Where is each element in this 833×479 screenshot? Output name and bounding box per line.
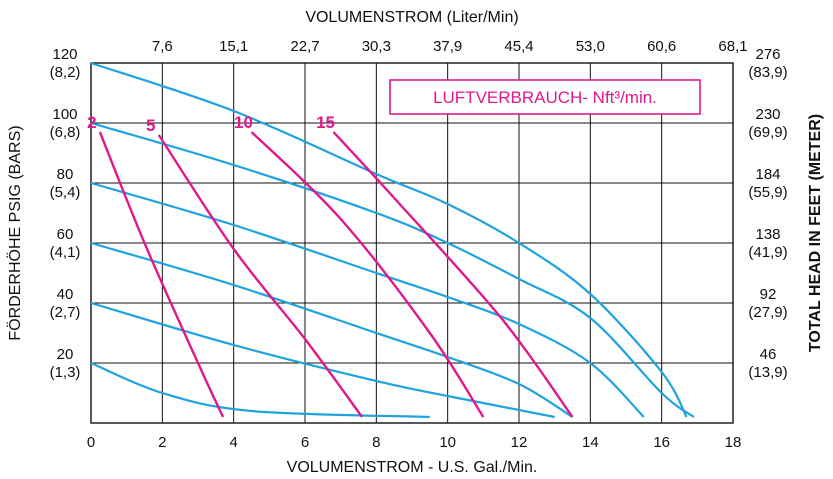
x-tick-label: 6 [301, 434, 309, 451]
left-tick-label: 20 [57, 346, 74, 363]
pressure-curve-100 [90, 121, 695, 418]
air-curve-5 [157, 134, 364, 418]
right-tick-label: 230 [755, 106, 780, 123]
left-tick-label: 80 [57, 166, 74, 183]
y-axis-label-left: FÖRDERHÖHE PSIG (BARS) [6, 125, 24, 340]
x-tick-label: 12 [511, 434, 528, 451]
left-tick-label: 40 [57, 286, 74, 303]
x-tick-label: 4 [229, 434, 237, 451]
right-tick-label-meter: (55,9) [748, 184, 787, 201]
air-curve-label: 15 [316, 113, 335, 132]
left-tick-label-bars: (1,3) [50, 364, 81, 381]
x-tick-label: 10 [439, 434, 456, 451]
right-tick-label-meter: (41,9) [748, 244, 787, 261]
legend-label: LUFTVERBRAUCH- Nft³/min. [433, 88, 657, 107]
top-tick-label: 7,6 [152, 38, 173, 55]
right-tick-label: 92 [760, 286, 777, 303]
top-tick-label: 30,3 [362, 38, 391, 55]
right-tick-label: 184 [755, 166, 780, 183]
left-tick-label-bars: (8,2) [50, 64, 81, 81]
x-tick-label: 0 [87, 434, 95, 451]
air-curve-label: 10 [234, 113, 253, 132]
top-tick-label: 15,1 [219, 38, 248, 55]
left-tick-label-bars: (5,4) [50, 184, 81, 201]
left-tick-label-bars: (4,1) [50, 244, 81, 261]
pressure-curve-120 [90, 61, 688, 418]
top-tick-label: 68,1 [718, 38, 747, 55]
x-tick-label: 2 [158, 434, 166, 451]
x-tick-label: 8 [372, 434, 380, 451]
air-curve-15 [332, 131, 574, 418]
x-tick-label: 16 [653, 434, 670, 451]
air-curve-2 [98, 131, 225, 418]
top-tick-label: 45,4 [504, 38, 533, 55]
x-tick-label: 14 [582, 434, 599, 451]
pressure-curve-60 [90, 241, 574, 418]
pressure-curve-20 [90, 361, 430, 419]
grid [90, 62, 734, 424]
right-tick-label-meter: (13,9) [748, 364, 787, 381]
left-tick-label: 120 [52, 46, 77, 63]
air-curve-10 [250, 131, 485, 418]
left-tick-label: 60 [57, 226, 74, 243]
left-tick-label-bars: (6,8) [50, 124, 81, 141]
right-tick-label: 138 [755, 226, 780, 243]
air-curve-label: 2 [87, 113, 96, 132]
pressure-curves [90, 61, 695, 419]
left-tick-label-bars: (2,7) [50, 304, 81, 321]
right-tick-label-meter: (83,9) [748, 64, 787, 81]
y-axis-label-right: TOTAL HEAD IN FEET (METER) [807, 114, 824, 352]
air-curve-label: 5 [146, 116, 155, 135]
x-tick-label: 18 [725, 434, 742, 451]
pressure-curve-40 [90, 301, 555, 419]
x-axis-label: VOLUMENSTROM - U.S. Gal./Min. [287, 459, 538, 476]
legend-box: LUFTVERBRAUCH- Nft³/min. [389, 79, 701, 115]
top-tick-label: 60,6 [647, 38, 676, 55]
air-consumption-curves: 2 5 10 15 [87, 113, 574, 418]
right-tick-label-meter: (69,9) [748, 124, 787, 141]
tick-labels: 0 2 4 6 8 10 12 14 16 187,6 15,1 22,7 30,3 37,9 45,4 53… [50, 38, 788, 451]
top-tick-label: 37,9 [433, 38, 462, 55]
right-tick-label: 46 [760, 346, 777, 363]
right-tick-label: 276 [755, 46, 780, 63]
pressure-curve-80 [90, 181, 645, 418]
right-tick-label-meter: (27,9) [748, 304, 787, 321]
top-tick-label: 22,7 [290, 38, 319, 55]
chart-title: VOLUMENSTROM (Liter/Min) [305, 9, 518, 26]
left-tick-label: 100 [52, 106, 77, 123]
top-tick-label: 53,0 [576, 38, 605, 55]
